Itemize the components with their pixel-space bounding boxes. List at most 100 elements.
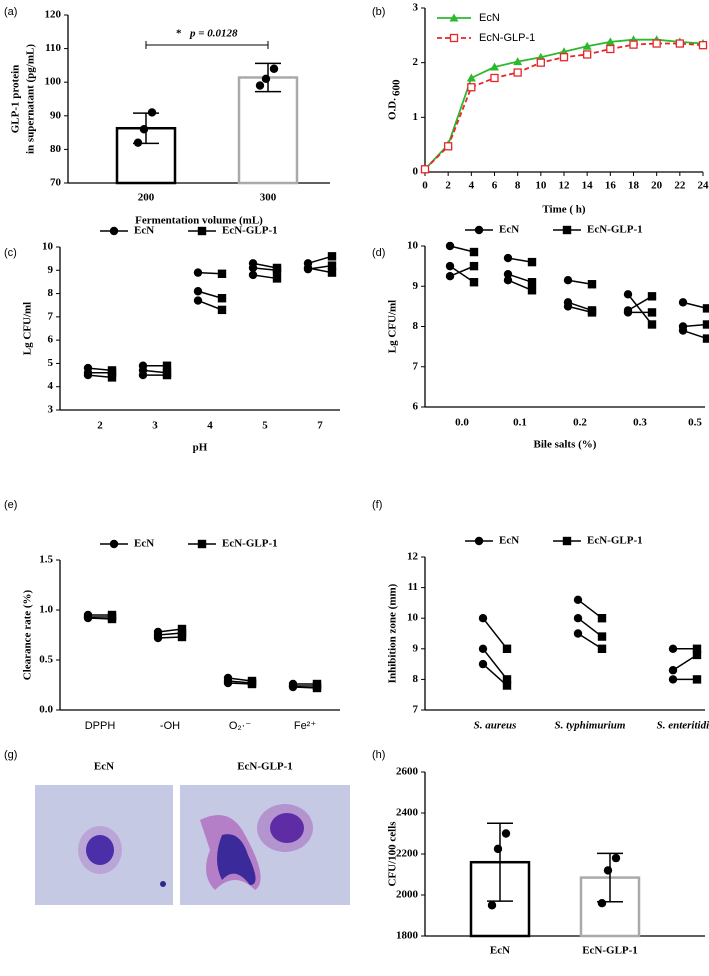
- marker: [83, 613, 93, 623]
- x-tick-label: 200: [138, 192, 155, 204]
- x-tick-label: EcN-GLP-1: [582, 945, 638, 957]
- marker: [702, 334, 709, 343]
- legend-label: EcN: [499, 535, 519, 547]
- y-tick-label: 7: [48, 310, 54, 322]
- image-label: EcN: [94, 761, 114, 773]
- marker: [573, 595, 583, 605]
- marker: [223, 678, 233, 688]
- marker: [678, 326, 688, 335]
- marker: [248, 263, 258, 273]
- y-tick-label: 0: [413, 166, 419, 178]
- marker: [445, 241, 455, 251]
- x-tick-label: 2: [97, 420, 103, 432]
- pair-connector: [482, 617, 508, 650]
- legend-label: EcN-GLP-1: [222, 225, 278, 237]
- marker: [583, 50, 592, 59]
- marker: [647, 308, 657, 317]
- y-tick-label: 3: [413, 2, 419, 14]
- marker: [490, 73, 499, 83]
- marker: [611, 853, 621, 863]
- image-label: EcN-GLP-1: [237, 761, 293, 773]
- marker: [261, 74, 271, 84]
- panel-label: (h): [372, 749, 385, 761]
- significance-star: *: [176, 28, 182, 40]
- x-tick-label: -OH: [160, 720, 180, 732]
- marker: [527, 257, 537, 267]
- y-tick-label: 6: [48, 334, 54, 346]
- marker: [647, 320, 657, 329]
- x-tick-label: Fe²⁺: [294, 720, 317, 732]
- y-tick-label: 70: [50, 177, 62, 189]
- y-tick-label: 110: [45, 42, 61, 54]
- y-tick-label: 10: [42, 241, 54, 253]
- x-tick-label: 22: [674, 180, 686, 192]
- y-tick-label: 80: [50, 143, 62, 155]
- marker: [478, 659, 488, 669]
- marker: [217, 305, 227, 315]
- y-tick-label: 10: [407, 612, 419, 624]
- marker: [573, 629, 583, 638]
- marker: [247, 679, 257, 689]
- marker: [668, 666, 678, 675]
- y-tick-label: 8: [48, 287, 54, 299]
- marker: [327, 268, 337, 277]
- marker: [587, 280, 597, 289]
- y-axis-label: O.D.: [387, 98, 399, 120]
- pair-connector: [627, 293, 653, 325]
- legend-marker: [449, 13, 459, 22]
- legend-marker: [562, 536, 572, 546]
- marker: [312, 683, 322, 693]
- marker: [139, 125, 149, 134]
- x-axis-label: Time ( h): [542, 204, 586, 216]
- marker: [652, 39, 661, 48]
- marker: [217, 269, 227, 278]
- x-tick-label: 6: [492, 180, 498, 192]
- series-line: [424, 42, 704, 170]
- x-tick-label: 0: [422, 180, 428, 192]
- legend-label: EcN: [134, 225, 154, 237]
- marker: [138, 370, 148, 380]
- y-tick-label: 5: [48, 357, 54, 369]
- legend-label: EcN-GLP-1: [587, 535, 643, 547]
- y-tick-label: 1: [413, 111, 419, 123]
- marker: [162, 370, 172, 380]
- x-tick-label: 0.0: [455, 417, 469, 429]
- marker: [469, 261, 479, 271]
- marker: [83, 370, 93, 380]
- y-tick-label: 1.5: [39, 554, 53, 566]
- marker: [327, 261, 337, 270]
- y-tick-label: 2600: [396, 766, 419, 778]
- marker: [269, 64, 279, 73]
- p-value: p = 0.0128: [189, 28, 238, 40]
- legend-label: EcN: [479, 12, 500, 24]
- x-tick-label: 24: [698, 180, 709, 192]
- marker: [563, 302, 573, 311]
- y-tick-label: 9: [48, 264, 54, 276]
- x-tick-label: 18: [628, 180, 640, 192]
- marker: [193, 296, 203, 305]
- x-tick-label: 3: [152, 420, 158, 432]
- marker: [623, 308, 633, 317]
- x-axis-label: pH: [193, 442, 208, 454]
- x-tick-label: 20: [651, 180, 663, 192]
- x-tick-label: 14: [582, 180, 594, 192]
- y-tick-label: 100: [45, 76, 62, 88]
- marker: [698, 41, 708, 50]
- marker: [527, 278, 537, 287]
- y-tick-label: 0.0: [39, 704, 53, 716]
- marker: [597, 614, 607, 623]
- x-tick-label: 7: [317, 420, 323, 432]
- bar: [237, 76, 299, 185]
- marker: [133, 138, 143, 147]
- marker: [193, 268, 203, 277]
- marker: [603, 866, 613, 875]
- x-tick-label: S. aureus: [474, 720, 517, 732]
- y-tick-label: 2000: [396, 889, 419, 901]
- x-tick-label: 0.5: [688, 417, 702, 429]
- marker: [702, 304, 709, 313]
- marker: [559, 53, 569, 62]
- marker: [147, 108, 157, 117]
- marker: [444, 142, 453, 151]
- marker: [503, 269, 513, 279]
